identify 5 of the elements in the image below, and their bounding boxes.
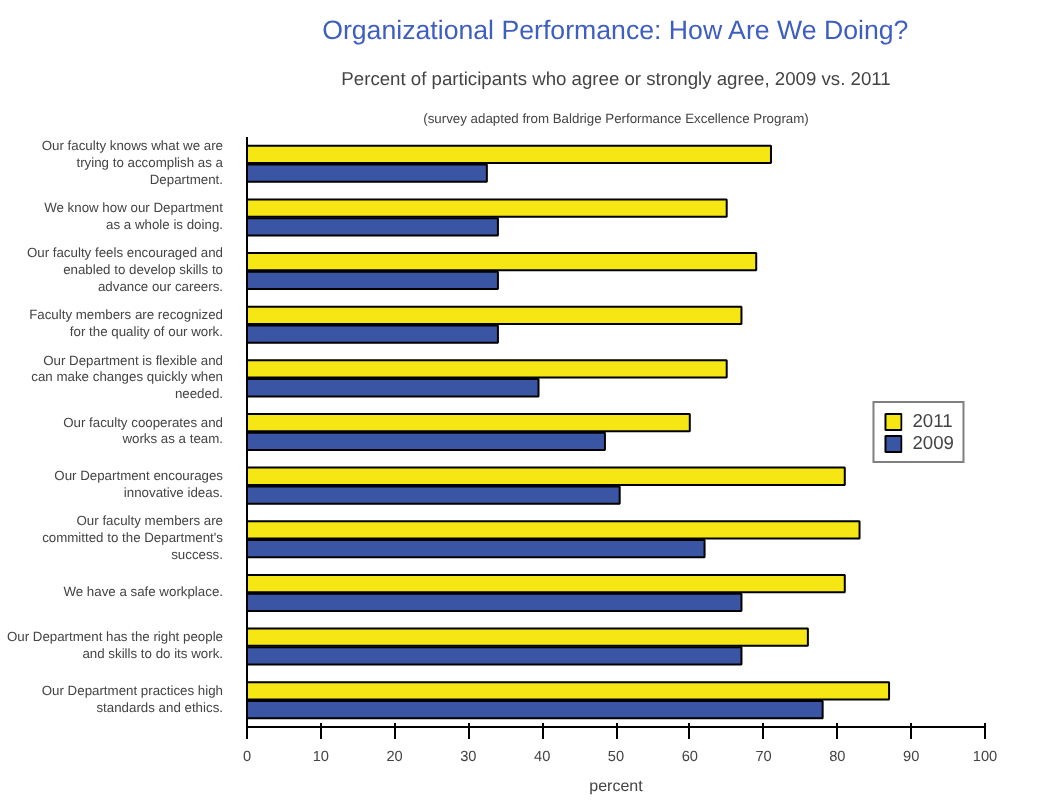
x-axis-title: percent [589, 777, 645, 795]
chart-subtitle: Percent of participants who agree or strongly agree, 2009 vs. 2011 [341, 69, 891, 89]
legend-label: 2011 [912, 410, 953, 430]
legend-label: 2009 [912, 432, 954, 452]
chart-title: Organizational Performance: How Are We Doing? [322, 15, 909, 45]
